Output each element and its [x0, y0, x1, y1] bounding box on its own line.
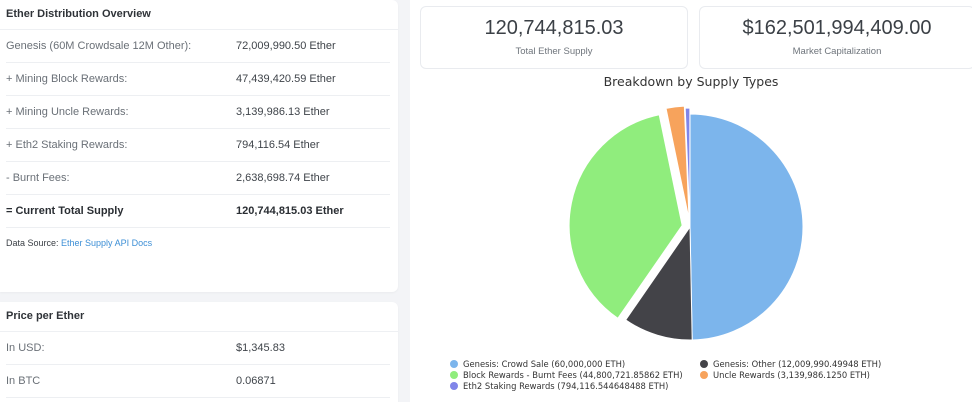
row-label: Genesis (60M Crowdsale 12M Other):	[6, 40, 192, 52]
slice-eth2-staking[interactable]	[684, 107, 691, 222]
row-label: = Current Total Supply	[6, 205, 124, 217]
legend-item-uncle-rewards[interactable]: Uncle Rewards (3,139,986.1250 ETH)	[700, 370, 870, 380]
row-label: + Mining Block Rewards:	[6, 73, 128, 85]
legend-item-block-rewards[interactable]: Block Rewards - Burnt Fees (44,800,721.8…	[450, 370, 683, 380]
stat-value: $162,501,994,409.00	[742, 17, 932, 39]
row-value: 120,744,815.03 Ether	[236, 205, 344, 217]
slice-uncle-rewards[interactable]	[665, 105, 690, 220]
slice-block-rewards[interactable]	[568, 114, 683, 320]
table-row: In USD: $1,345.83	[6, 332, 390, 365]
total-supply-row: = Current Total Supply 120,744,815.03 Et…	[6, 195, 390, 228]
stat-value: 120,744,815.03	[484, 17, 624, 39]
legend-dot-icon	[450, 371, 458, 379]
row-value: 0.06871	[236, 375, 276, 387]
row-label: In USD:	[6, 342, 45, 354]
slice-genesis-other[interactable]	[624, 225, 693, 341]
supply-pie-chart	[568, 105, 804, 341]
row-label: - Burnt Fees:	[6, 172, 70, 184]
ether-supply-api-docs-link[interactable]: Ether Supply API Docs	[61, 238, 153, 248]
legend-dot-icon	[700, 360, 708, 368]
legend-item-eth2-staking[interactable]: Eth2 Staking Rewards (794,116.544648488 …	[450, 381, 668, 391]
legend-dot-icon	[450, 360, 458, 368]
market-cap-stat-card: $162,501,994,409.00 Market Capitalizatio…	[699, 6, 972, 69]
row-label: + Eth2 Staking Rewards:	[6, 139, 128, 151]
slice-genesis-crowd-sale[interactable]	[689, 113, 804, 341]
table-row: - Burnt Fees: 2,638,698.74 Ether	[6, 162, 390, 195]
legend-label: Genesis: Crowd Sale (60,000,000 ETH)	[463, 359, 626, 369]
table-row: + Mining Block Rewards: 47,439,420.59 Et…	[6, 63, 390, 96]
data-source: Data Source: Ether Supply API Docs	[0, 228, 398, 248]
row-value: 2,638,698.74 Ether	[236, 172, 330, 184]
row-value: 3,139,986.13 Ether	[236, 106, 330, 118]
row-value: 47,439,420.59 Ether	[236, 73, 336, 85]
supply-summary-panel: 120,744,815.03 Total Ether Supply $162,5…	[410, 0, 972, 402]
stat-label: Total Ether Supply	[515, 46, 593, 57]
legend-label: Block Rewards - Burnt Fees (44,800,721.8…	[463, 370, 683, 380]
card-title: Price per Ether	[0, 302, 398, 332]
row-value: 72,009,990.50 Ether	[236, 40, 336, 52]
stat-label: Market Capitalization	[792, 46, 882, 57]
row-value: 794,116.54 Ether	[236, 139, 320, 151]
price-per-ether-card: Price per Ether In USD: $1,345.83 In BTC…	[0, 302, 398, 402]
legend-label: Eth2 Staking Rewards (794,116.544648488 …	[463, 381, 669, 391]
legend-dot-icon	[700, 371, 708, 379]
legend-dot-icon	[450, 382, 458, 390]
row-value: $1,345.83	[236, 342, 285, 354]
table-row: In BTC 0.06871	[6, 365, 390, 398]
data-source-label: Data Source:	[6, 238, 62, 248]
card-title: Ether Distribution Overview	[0, 0, 398, 30]
row-label: In BTC	[6, 375, 41, 387]
legend-item-genesis-other[interactable]: Genesis: Other (12,009,990.49948 ETH)	[700, 359, 881, 369]
table-row: Genesis (60M Crowdsale 12M Other): 72,00…	[6, 30, 390, 63]
table-row: + Eth2 Staking Rewards: 794,116.54 Ether	[6, 129, 390, 162]
table-row: + Mining Uncle Rewards: 3,139,986.13 Eth…	[6, 96, 390, 129]
legend-label: Genesis: Other (12,009,990.49948 ETH)	[713, 359, 882, 369]
legend-item-genesis-crowd-sale[interactable]: Genesis: Crowd Sale (60,000,000 ETH)	[450, 359, 625, 369]
ether-distribution-card: Ether Distribution Overview Genesis (60M…	[0, 0, 398, 292]
row-label: + Mining Uncle Rewards:	[6, 106, 129, 118]
legend-label: Uncle Rewards (3,139,986.1250 ETH)	[713, 370, 870, 380]
chart-title: Breakdown by Supply Types	[603, 74, 779, 89]
total-supply-stat-card: 120,744,815.03 Total Ether Supply	[420, 6, 688, 69]
